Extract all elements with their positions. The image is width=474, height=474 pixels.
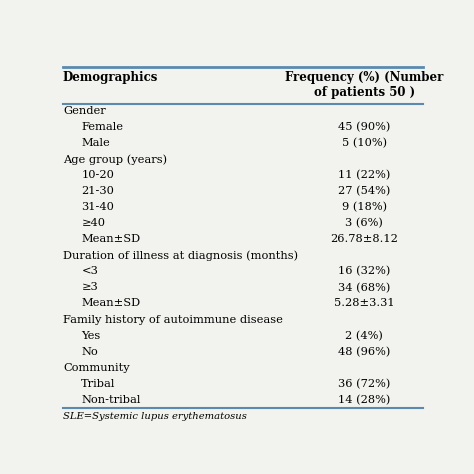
Text: 34 (68%): 34 (68%) bbox=[338, 283, 390, 293]
Text: Yes: Yes bbox=[82, 331, 100, 341]
Text: No: No bbox=[82, 346, 98, 356]
Text: Demographics: Demographics bbox=[63, 72, 158, 84]
Text: Female: Female bbox=[82, 122, 123, 132]
Text: 2 (4%): 2 (4%) bbox=[345, 331, 383, 341]
Text: Mean±SD: Mean±SD bbox=[82, 299, 140, 309]
Text: 26.78±8.12: 26.78±8.12 bbox=[330, 234, 398, 244]
Text: Gender: Gender bbox=[63, 106, 106, 116]
Text: 31-40: 31-40 bbox=[82, 202, 114, 212]
Text: 16 (32%): 16 (32%) bbox=[338, 266, 390, 277]
Text: 36 (72%): 36 (72%) bbox=[338, 379, 390, 389]
Text: ≥3: ≥3 bbox=[82, 283, 98, 292]
Text: Non-tribal: Non-tribal bbox=[82, 395, 141, 405]
Text: SLE=Systemic lupus erythematosus: SLE=Systemic lupus erythematosus bbox=[63, 412, 247, 421]
Text: Frequency (%) (Number
of patients 50 ): Frequency (%) (Number of patients 50 ) bbox=[285, 72, 443, 100]
Text: 14 (28%): 14 (28%) bbox=[338, 395, 390, 405]
Text: Male: Male bbox=[82, 138, 110, 148]
Text: 21-30: 21-30 bbox=[82, 186, 114, 196]
Text: Family history of autoimmune disease: Family history of autoimmune disease bbox=[63, 315, 283, 325]
Text: 3 (6%): 3 (6%) bbox=[345, 218, 383, 228]
Text: Tribal: Tribal bbox=[82, 379, 116, 389]
Text: 9 (18%): 9 (18%) bbox=[342, 202, 387, 212]
Text: 45 (90%): 45 (90%) bbox=[338, 122, 390, 132]
Text: ≥40: ≥40 bbox=[82, 218, 105, 228]
Text: 11 (22%): 11 (22%) bbox=[338, 170, 390, 180]
Text: <3: <3 bbox=[82, 266, 98, 276]
Text: Community: Community bbox=[63, 363, 129, 373]
Text: 10-20: 10-20 bbox=[82, 170, 114, 180]
Text: Duration of illness at diagnosis (months): Duration of illness at diagnosis (months… bbox=[63, 250, 298, 261]
Text: 48 (96%): 48 (96%) bbox=[338, 346, 390, 357]
Text: 5 (10%): 5 (10%) bbox=[342, 138, 387, 148]
Text: Mean±SD: Mean±SD bbox=[82, 234, 140, 244]
Text: 27 (54%): 27 (54%) bbox=[338, 186, 390, 196]
Text: Age group (years): Age group (years) bbox=[63, 154, 167, 164]
Text: 5.28±3.31: 5.28±3.31 bbox=[334, 299, 394, 309]
